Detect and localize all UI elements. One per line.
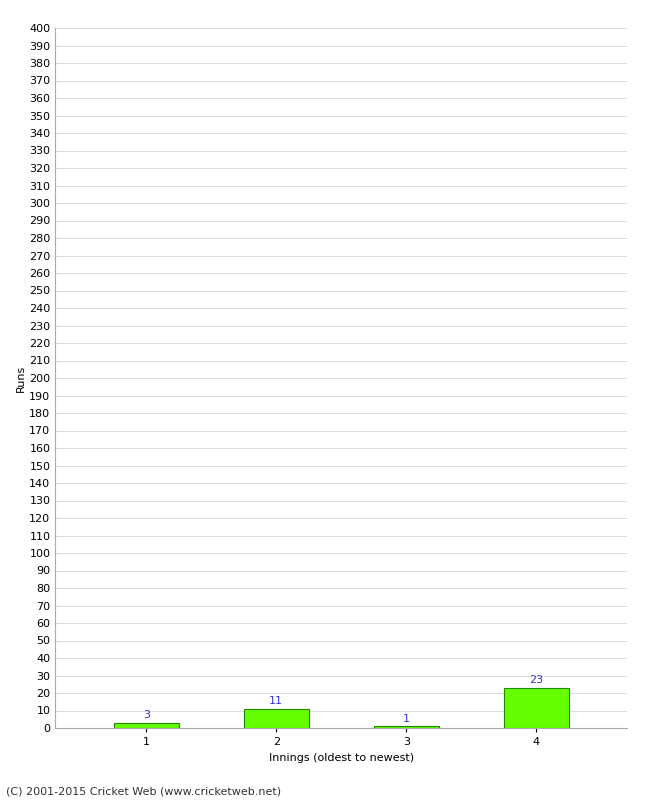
- Y-axis label: Runs: Runs: [16, 364, 27, 392]
- Text: 1: 1: [403, 714, 410, 724]
- Bar: [244, 709, 309, 728]
- Bar: [374, 726, 439, 728]
- Text: 11: 11: [269, 696, 283, 706]
- Text: (C) 2001-2015 Cricket Web (www.cricketweb.net): (C) 2001-2015 Cricket Web (www.cricketwe…: [6, 786, 281, 796]
- X-axis label: Innings (oldest to newest): Innings (oldest to newest): [268, 753, 414, 762]
- Text: 23: 23: [529, 675, 543, 685]
- Bar: [504, 688, 569, 728]
- Text: 3: 3: [143, 710, 150, 720]
- Bar: [114, 722, 179, 728]
